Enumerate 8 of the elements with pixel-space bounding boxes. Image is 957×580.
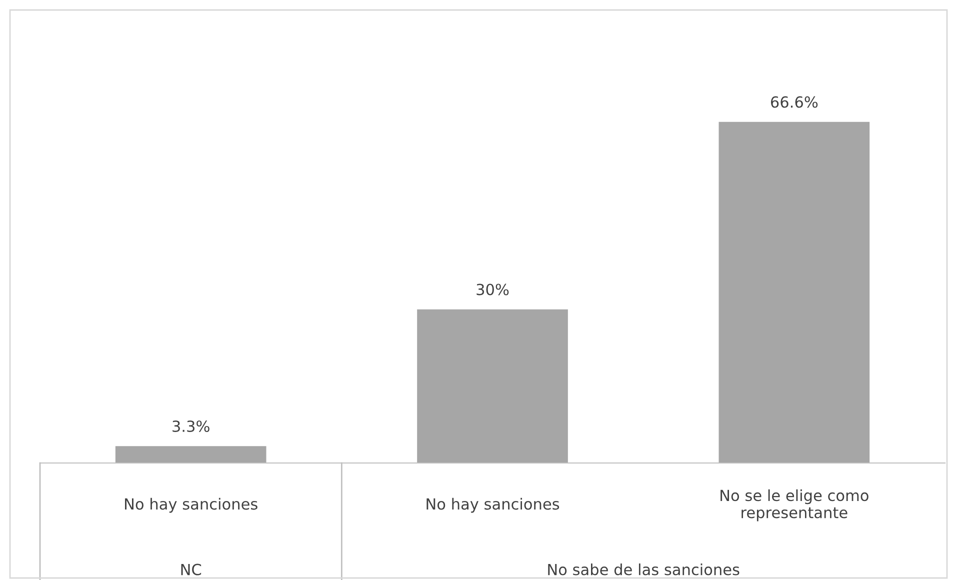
x-tick-label: No hay sanciones — [426, 498, 560, 513]
text: No sabe de las sanciones — [548, 563, 740, 576]
text: NC — [181, 564, 202, 576]
data-label: 3.3% — [172, 420, 210, 432]
x-tick-label: No hay sanciones — [125, 498, 258, 513]
x-tick-label: No se le elige como representante — [720, 489, 868, 522]
data-label: 30% — [476, 284, 509, 296]
data-label: 66.6% — [770, 96, 818, 108]
